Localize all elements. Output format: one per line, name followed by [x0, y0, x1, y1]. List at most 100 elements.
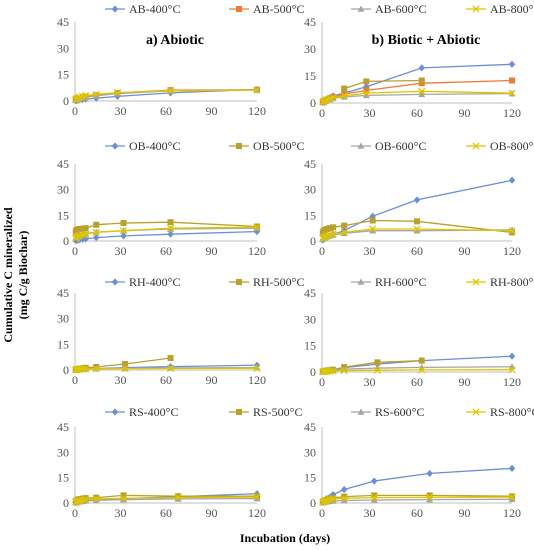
x-tick-label: 30 [115, 104, 127, 118]
data-point [167, 230, 174, 238]
data-point [341, 493, 348, 500]
legend-marker [357, 5, 365, 12]
y-tick-label: 45 [57, 420, 69, 434]
x-tick-label: 30 [115, 244, 127, 258]
x-tick-label: 30 [115, 373, 127, 387]
legend-marker [236, 6, 242, 12]
data-point [329, 495, 337, 503]
data-point [82, 225, 89, 232]
y-tick-label: 15 [304, 208, 316, 222]
data-point [508, 176, 516, 184]
legend-label: RS-400°C [129, 405, 178, 419]
y-tick-label: 30 [304, 312, 316, 326]
legend-label: RH-600°C [375, 275, 426, 289]
data-point [119, 494, 128, 502]
data-point [418, 64, 425, 72]
y-axis-label-line2: (mg C/g Biochar) [16, 231, 30, 320]
y-tick-label: 0 [63, 496, 69, 510]
chart-rh-abiotic: 0 15 30 45 0 30 60 90 120 [57, 286, 266, 387]
legend-label: OB-800°C [490, 139, 534, 153]
y-tick-label: 45 [57, 15, 69, 29]
x-tick-label: 0 [72, 506, 78, 520]
x-tick-label: 30 [364, 375, 376, 389]
x-tick-label: 0 [319, 375, 325, 389]
legend-label: OB-600°C [375, 139, 426, 153]
data-point [363, 87, 370, 94]
legend-label: RH-500°C [253, 275, 304, 289]
series-2 [319, 363, 516, 375]
panel-title-abiotic: a) Abiotic [146, 33, 204, 48]
x-tick-label: 90 [459, 506, 471, 520]
x-tick-label: 120 [503, 375, 521, 389]
y-tick-label: 15 [57, 68, 69, 82]
x-tick-label: 90 [459, 106, 471, 120]
data-point [418, 87, 426, 95]
x-tick-label: 120 [248, 244, 266, 258]
data-point [93, 233, 100, 242]
data-point [329, 497, 337, 504]
data-point [120, 492, 127, 499]
data-point [374, 359, 381, 366]
data-point [122, 361, 129, 368]
data-point [508, 352, 516, 360]
data-point [166, 364, 175, 373]
data-point [78, 365, 87, 373]
y-axis-label: Cumulative C mineralized (mg C/g Biochar… [1, 207, 30, 343]
data-point [362, 91, 370, 99]
x-tick-label: 60 [411, 375, 423, 389]
x-tick-label: 30 [115, 506, 127, 520]
data-point [92, 495, 100, 503]
x-tick-label: 120 [248, 506, 266, 520]
data-point [508, 89, 516, 97]
data-point [120, 232, 127, 240]
x-tick-label: 60 [411, 106, 423, 120]
data-point [363, 78, 370, 85]
x-tick-label: 60 [160, 373, 172, 387]
data-point [508, 493, 516, 501]
data-point [340, 92, 348, 100]
series-line [322, 369, 513, 373]
data-point [113, 88, 122, 97]
series-line [75, 230, 258, 242]
data-point [509, 77, 515, 84]
y-tick-label: 30 [304, 183, 316, 197]
legend-label: OB-500°C [253, 139, 304, 153]
series-0 [72, 227, 261, 245]
y-tick-label: 0 [63, 94, 69, 108]
chart-rs-abiotic: 0 15 30 45 0 30 60 90 120 [57, 420, 266, 520]
x-tick-label: 30 [364, 244, 376, 258]
legend-marker [236, 409, 242, 415]
data-point [340, 485, 348, 494]
data-point [418, 357, 425, 364]
data-point [81, 365, 90, 373]
legend-label: RS-500°C [253, 405, 302, 419]
y-tick-label: 30 [57, 183, 69, 197]
data-point [166, 87, 175, 95]
data-point [369, 217, 376, 224]
x-tick-label: 90 [206, 244, 218, 258]
x-tick-label: 30 [364, 506, 376, 520]
data-point [341, 222, 348, 229]
series-3 [319, 366, 516, 376]
y-tick-label: 0 [63, 234, 69, 248]
y-tick-label: 45 [304, 420, 316, 434]
data-point [371, 477, 378, 485]
data-point [119, 227, 128, 235]
y-tick-label: 0 [310, 496, 316, 510]
legend-marker [472, 278, 480, 286]
data-point [75, 365, 84, 373]
legend-marker [357, 278, 365, 285]
legend-label: AB-600°C [375, 2, 426, 16]
legend-marker [357, 142, 365, 149]
data-point [340, 496, 348, 504]
panel-title-biotic: b) Biotic + Abiotic [372, 33, 481, 48]
data-point [326, 367, 334, 375]
legend-rh: RH-400°C RH-500°C RH-600°C RH-800°C [105, 275, 534, 289]
data-point [373, 366, 382, 374]
legend-marker [111, 408, 119, 416]
data-point [426, 469, 433, 478]
data-point [508, 366, 516, 374]
data-point [418, 366, 426, 374]
y-tick-label: 0 [310, 365, 316, 379]
